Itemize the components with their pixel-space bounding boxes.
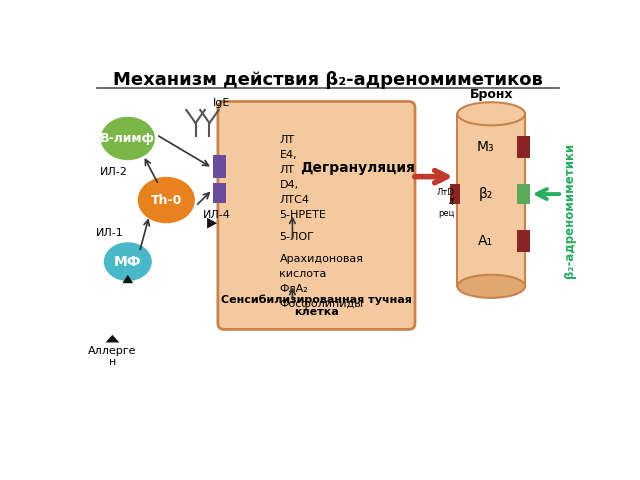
Text: ЛтD
4̅
рец: ЛтD 4̅ рец (436, 188, 454, 218)
Text: Th-0: Th-0 (150, 193, 182, 206)
Text: М₃: М₃ (477, 140, 495, 154)
Polygon shape (207, 218, 217, 228)
Text: β₂: β₂ (479, 187, 493, 201)
Text: Механизм действия β₂-адреномиметиков: Механизм действия β₂-адреномиметиков (113, 72, 543, 89)
Text: IgE: IgE (212, 98, 230, 108)
Text: β₂-адреномиметики: β₂-адреномиметики (563, 143, 576, 277)
Text: Бронх: Бронх (470, 88, 513, 101)
Bar (213, 183, 225, 203)
Text: кислота: кислота (280, 269, 327, 279)
Text: Арахидоновая: Арахидоновая (280, 253, 364, 264)
Polygon shape (122, 275, 133, 283)
Text: В-лимф: В-лимф (100, 132, 156, 145)
Text: ИЛ-1: ИЛ-1 (95, 228, 123, 238)
Bar (517, 136, 530, 157)
Polygon shape (106, 335, 119, 343)
Text: D4,: D4, (280, 180, 299, 190)
Text: 5-ЛОГ: 5-ЛОГ (280, 232, 314, 242)
Text: 5-НРЕТЕ: 5-НРЕТЕ (280, 210, 326, 220)
Bar (517, 230, 530, 252)
Text: ЛТС4: ЛТС4 (280, 195, 310, 205)
Text: А₁: А₁ (478, 234, 493, 248)
Text: Дегрануляция: Дегрануляция (300, 161, 415, 175)
Bar (450, 184, 460, 204)
FancyBboxPatch shape (218, 101, 415, 329)
Ellipse shape (102, 241, 153, 282)
Bar (517, 184, 530, 204)
Ellipse shape (99, 115, 156, 162)
Text: Фосфолипиды: Фосфолипиды (280, 299, 364, 309)
Text: ЛТ: ЛТ (280, 165, 294, 175)
Ellipse shape (458, 102, 525, 125)
Text: ЛТ: ЛТ (280, 135, 294, 145)
Bar (458, 114, 525, 286)
Text: ИЛ-4: ИЛ-4 (204, 210, 231, 220)
Text: Сенсибилизированная тучная
клетка: Сенсибилизированная тучная клетка (221, 295, 412, 317)
Text: Е4,: Е4, (280, 150, 297, 160)
Text: ФлА₂: ФлА₂ (280, 284, 308, 294)
Bar (213, 155, 225, 178)
Ellipse shape (458, 275, 525, 298)
Text: Аллерге
н: Аллерге н (88, 346, 137, 367)
Text: ИЛ-2: ИЛ-2 (100, 167, 128, 177)
Ellipse shape (136, 175, 196, 225)
Text: МФ: МФ (114, 255, 141, 269)
